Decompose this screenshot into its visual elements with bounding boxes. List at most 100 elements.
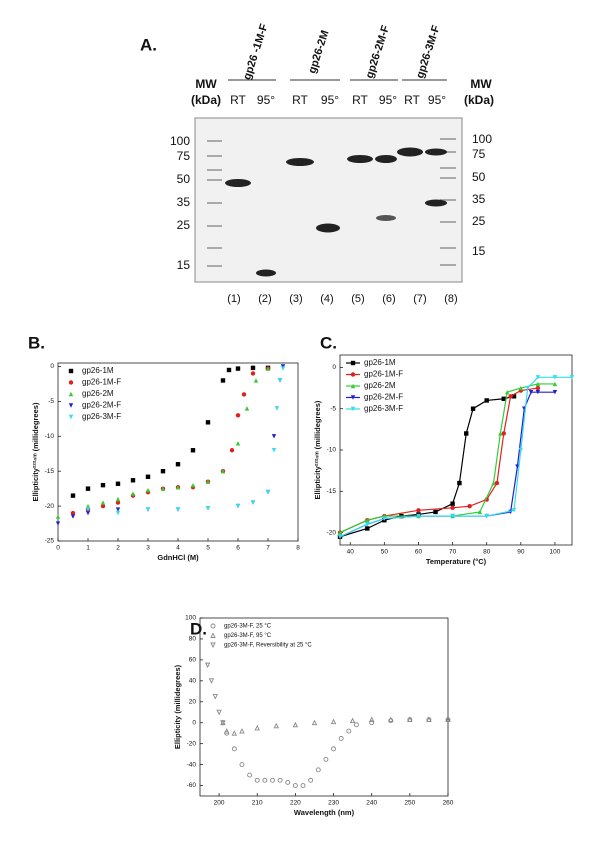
lane-number: (8)	[444, 293, 457, 305]
x-tick-label: 5	[206, 545, 210, 552]
marker	[273, 722, 280, 729]
legend-marker	[350, 406, 356, 412]
condition-label: RT	[230, 93, 246, 107]
marker	[160, 468, 166, 474]
marker	[145, 507, 151, 512]
y-tick-label: 100	[185, 615, 196, 622]
marker	[525, 385, 530, 391]
marker	[247, 772, 253, 778]
gel-image	[194, 117, 463, 283]
legend-marker	[210, 632, 216, 638]
y-axis-label: Ellipticity (millidegrees)	[173, 664, 182, 749]
marker	[368, 716, 375, 723]
marker	[308, 777, 314, 783]
mw-label: 25	[177, 218, 191, 232]
marker	[85, 507, 91, 512]
x-tick-label: 260	[443, 800, 454, 807]
marker	[130, 478, 136, 483]
y-tick-label: -60	[187, 782, 197, 789]
marker	[330, 718, 337, 725]
marker	[277, 777, 283, 783]
marker	[253, 378, 259, 383]
marker	[115, 496, 121, 502]
x-tick-label: 200	[214, 800, 225, 807]
marker	[467, 503, 472, 509]
marker	[365, 518, 370, 523]
marker	[457, 480, 462, 486]
marker	[190, 448, 196, 453]
mw-label: 100	[170, 134, 190, 148]
marker	[235, 503, 241, 509]
marker	[100, 482, 106, 488]
legend-marker	[68, 380, 74, 385]
marker	[208, 678, 215, 684]
x-tick-label: 60	[415, 549, 423, 556]
legend-marker	[350, 383, 356, 389]
marker	[470, 406, 476, 411]
marker	[501, 396, 506, 401]
bands	[225, 147, 447, 277]
condition-label: 95°	[257, 93, 275, 107]
marker	[484, 513, 489, 519]
x-tick-label: 230	[328, 800, 339, 807]
marker	[511, 508, 517, 513]
marker	[115, 507, 121, 512]
x-tick-label: 50	[381, 549, 389, 556]
x-tick-label: 0	[56, 545, 60, 552]
legend-label: gp26-3M-F	[82, 412, 121, 421]
marker	[477, 509, 483, 515]
x-tick-label: 250	[404, 800, 415, 807]
marker	[250, 365, 256, 371]
mw-label: 100	[472, 132, 492, 146]
marker	[205, 479, 211, 484]
marker	[365, 522, 370, 527]
y-tick-label: -15	[327, 488, 337, 495]
legend-label: gp26-2M	[82, 389, 114, 398]
marker	[235, 441, 241, 446]
marker	[204, 662, 211, 669]
gel-panel	[194, 117, 463, 283]
legend-marker	[350, 395, 356, 400]
panel-label: D.	[190, 619, 207, 638]
condition-label: 95°	[321, 93, 339, 107]
marker	[241, 392, 247, 397]
marker	[239, 728, 245, 734]
condition-label: 95°	[379, 93, 397, 107]
marker	[450, 513, 455, 519]
marker	[145, 474, 151, 479]
legend-label: gp26-2M-F	[364, 393, 403, 402]
marker	[382, 516, 387, 521]
marker	[270, 777, 275, 783]
marker	[55, 521, 61, 526]
marker	[511, 394, 517, 399]
marker	[535, 375, 541, 380]
y-tick-label: 0	[50, 363, 54, 370]
marker	[244, 406, 250, 411]
marker	[464, 431, 469, 436]
marker	[504, 389, 510, 395]
x-tick-label: 1	[86, 545, 90, 552]
marker	[175, 507, 181, 512]
marker	[535, 385, 541, 391]
lane-number: (7)	[413, 293, 426, 305]
marker	[528, 389, 534, 395]
y-tick-label: 80	[189, 636, 197, 643]
lane-number: (4)	[320, 293, 333, 305]
x-tick-label: 8	[296, 545, 300, 552]
marker	[518, 447, 524, 453]
marker	[365, 526, 370, 531]
marker	[239, 762, 245, 768]
legend-marker	[350, 372, 356, 377]
ladder	[207, 138, 456, 267]
legend-marker	[350, 360, 356, 366]
marker	[205, 420, 211, 425]
y-tick-label: 40	[189, 678, 197, 685]
legend-label: gp26-2M-F	[82, 401, 121, 410]
marker	[450, 505, 455, 511]
marker	[100, 500, 106, 505]
marker	[85, 486, 91, 491]
y-axis-label: Ellipticity²²²ⁿᵐ (millidegrees)	[313, 400, 322, 499]
x-axis-label: Temperature (°C)	[426, 557, 487, 566]
y-tick-label: -40	[187, 761, 197, 768]
marker	[501, 431, 506, 436]
